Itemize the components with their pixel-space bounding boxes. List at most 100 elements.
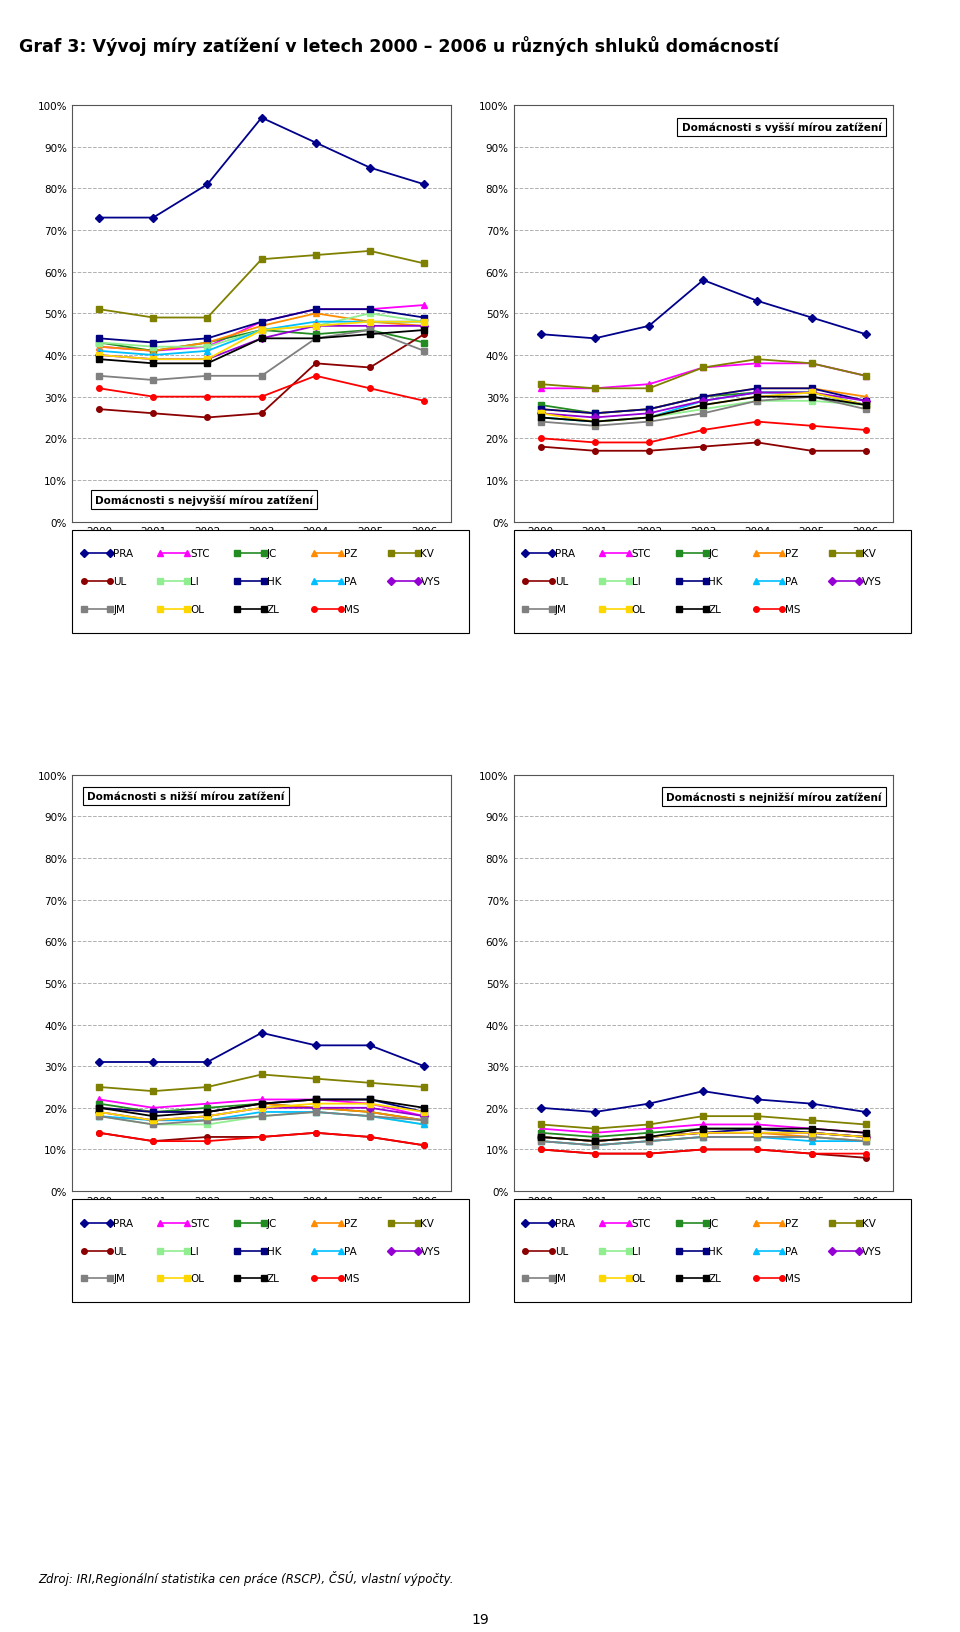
ZL (93, 1098, 105, 1118)
HK (148, 1103, 159, 1123)
MS (419, 1136, 430, 1155)
STC (93, 338, 105, 357)
Text: MS: MS (785, 1273, 801, 1284)
JM (364, 1106, 375, 1126)
Line: KV: KV (538, 357, 869, 392)
JM (202, 367, 213, 387)
PRA (643, 1093, 655, 1113)
ZL (860, 397, 872, 416)
PA (310, 1103, 322, 1123)
STC (860, 367, 872, 387)
OL (535, 405, 546, 424)
KV (256, 250, 268, 269)
ZL (752, 387, 763, 406)
Text: PZ: PZ (344, 548, 357, 560)
ZL (93, 351, 105, 370)
PA (589, 413, 601, 432)
HK (535, 1128, 546, 1147)
VYS (535, 1128, 546, 1147)
Text: PZ: PZ (785, 548, 799, 560)
Text: HK: HK (708, 1245, 723, 1257)
PZ (589, 405, 601, 424)
HK (364, 1090, 375, 1110)
Text: PRA: PRA (113, 548, 133, 560)
PRA (643, 317, 655, 336)
LI (752, 1128, 763, 1147)
UL (256, 1128, 268, 1147)
STC (364, 1093, 375, 1113)
Text: UL: UL (555, 1245, 568, 1257)
UL (202, 1128, 213, 1147)
PA (93, 341, 105, 361)
PA (698, 1128, 709, 1147)
STC (805, 1120, 817, 1139)
Text: 19: 19 (471, 1612, 489, 1627)
Text: PA: PA (785, 1245, 798, 1257)
STC (805, 354, 817, 374)
MS (752, 1139, 763, 1159)
VYS (364, 317, 375, 336)
KV (148, 1082, 159, 1102)
PRA (202, 1053, 213, 1072)
HK (364, 300, 375, 320)
JM (698, 405, 709, 424)
Text: PZ: PZ (344, 1217, 357, 1229)
Text: HK: HK (267, 1245, 281, 1257)
LI (860, 397, 872, 416)
PZ (93, 1098, 105, 1118)
UL (535, 437, 546, 457)
MS (202, 1131, 213, 1151)
UL (698, 1139, 709, 1159)
PRA (93, 1053, 105, 1072)
VYS (419, 1106, 430, 1126)
VYS (805, 1123, 817, 1142)
ZL (698, 1120, 709, 1139)
UL (148, 405, 159, 424)
Line: STC: STC (538, 361, 869, 392)
PRA (93, 209, 105, 228)
JM (860, 400, 872, 419)
Line: OL: OL (538, 390, 869, 426)
Text: ZL: ZL (267, 1273, 279, 1284)
Text: STC: STC (190, 1217, 209, 1229)
Line: PRA: PRA (96, 116, 427, 222)
VYS (310, 317, 322, 336)
MS (535, 429, 546, 449)
Text: STC: STC (190, 548, 209, 560)
Text: PA: PA (344, 1245, 356, 1257)
MS (310, 1123, 322, 1142)
Line: PRA: PRA (96, 1030, 427, 1069)
KV (148, 308, 159, 328)
Line: PZ: PZ (96, 312, 427, 354)
LI (93, 1106, 105, 1126)
HK (643, 1128, 655, 1147)
Text: OL: OL (632, 1273, 646, 1284)
PRA (860, 1103, 872, 1123)
STC (589, 1123, 601, 1142)
ZL (419, 1098, 430, 1118)
MS (310, 367, 322, 387)
LI (310, 317, 322, 336)
UL (805, 442, 817, 462)
Line: JC: JC (96, 1102, 427, 1123)
KV (310, 1069, 322, 1089)
Text: VYS: VYS (862, 1245, 882, 1257)
Line: VYS: VYS (538, 390, 869, 421)
HK (698, 1123, 709, 1142)
JC (364, 322, 375, 341)
Text: JC: JC (708, 548, 719, 560)
OL (643, 1128, 655, 1147)
OL (256, 322, 268, 341)
OL (310, 317, 322, 336)
UL (364, 359, 375, 379)
PZ (256, 317, 268, 336)
UL (535, 1139, 546, 1159)
JM (93, 367, 105, 387)
PZ (805, 1128, 817, 1147)
KV (535, 375, 546, 395)
MS (589, 434, 601, 454)
PZ (643, 1128, 655, 1147)
PA (805, 1131, 817, 1151)
LI (643, 408, 655, 428)
OL (202, 351, 213, 370)
